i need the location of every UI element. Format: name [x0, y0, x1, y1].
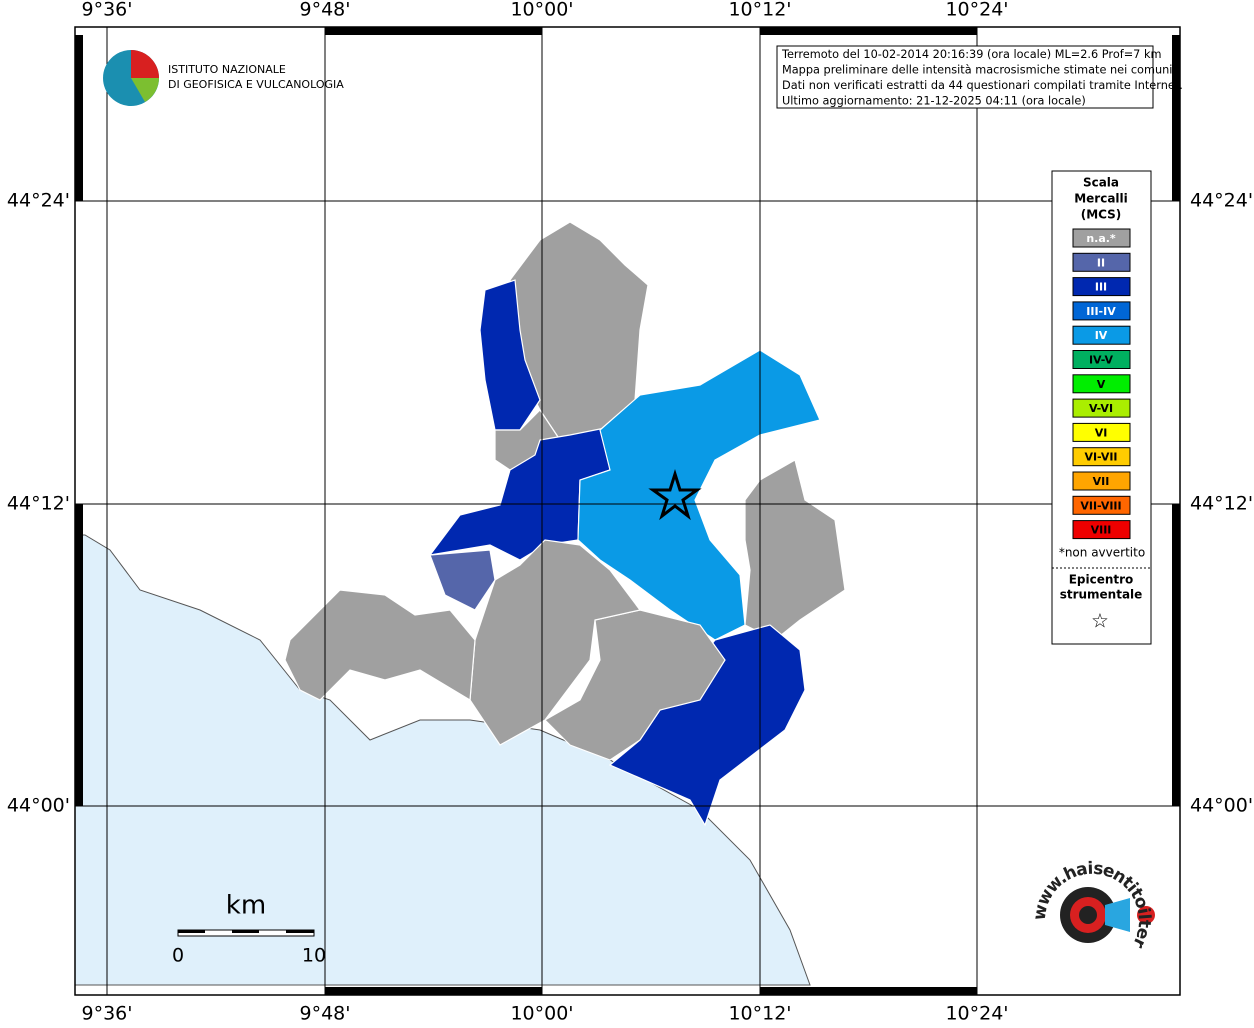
frame [74, 26, 1181, 996]
legend-epicentre: Epicentro [1069, 573, 1134, 587]
lon-label: 10°00' [510, 0, 573, 21]
lat-label: 44°12' [1190, 493, 1253, 515]
lat-label: 44°00' [1190, 795, 1253, 817]
sea [74, 534, 811, 986]
legend-swatch [1072, 228, 1131, 248]
legend-title: Scala [1083, 176, 1119, 190]
legend-label: VI [1095, 426, 1108, 439]
lat-label: 44°12' [7, 493, 70, 515]
legend-swatch [1072, 374, 1131, 394]
legend-swatch [1072, 277, 1131, 297]
logo-text: DI GEOFISICA E VULCANOLOGIA [168, 78, 344, 91]
legend-label: IV [1095, 329, 1108, 342]
info-line: Mappa preliminare delle intensità macros… [782, 64, 1172, 77]
lon-label: 9°36' [82, 1003, 133, 1025]
legend-label: II [1097, 256, 1105, 269]
legend-star: ☆ [1091, 609, 1109, 633]
legend-title: (MCS) [1081, 208, 1122, 222]
info-line: Ultimo aggiornamento: 21-12-2025 04:11 (… [782, 95, 1086, 108]
regions [284, 221, 846, 827]
lon-label: 9°48' [300, 0, 351, 21]
lon-label: 10°24' [945, 1003, 1008, 1025]
scale-unit: km [226, 891, 266, 921]
legend-swatch [1072, 301, 1131, 321]
legend-label: n.a.* [1086, 232, 1116, 245]
legend-label: VI-VII [1084, 451, 1117, 464]
scale-label: 10 [302, 945, 326, 967]
lat-label: 44°00' [7, 795, 70, 817]
logo-text: ISTITUTO NAZIONALE [168, 63, 286, 76]
legend-title: Mercalli [1074, 192, 1128, 206]
legend-label: IV-V [1089, 354, 1114, 367]
legend-label: VIII [1091, 524, 1112, 537]
legend-note: *non avvertito [1059, 546, 1145, 560]
lon-label: 10°12' [728, 0, 791, 21]
legend-swatch [1072, 471, 1131, 491]
legend-swatch [1072, 495, 1131, 515]
legend-swatch [1072, 520, 1131, 540]
scale-bar: km 0 10 [172, 891, 326, 967]
lat-label: 44°24' [1190, 190, 1253, 212]
graticule [75, 27, 1180, 995]
legend-label: VII [1093, 475, 1110, 488]
legend-label: III [1095, 281, 1107, 294]
lon-label: 10°00' [510, 1003, 573, 1025]
legend-swatch [1072, 422, 1131, 442]
info-line: Terremoto del 10-02-2014 20:16:39 (ora l… [781, 48, 1162, 61]
legend-swatch [1072, 252, 1131, 272]
lat-label: 44°24' [7, 190, 70, 212]
info-line: Dati non verificati estratti da 44 quest… [782, 79, 1183, 92]
lon-label: 9°48' [300, 1003, 351, 1025]
legend-epicentre: strumentale [1060, 588, 1143, 602]
legend-swatch [1072, 447, 1131, 467]
legend-label: V-VI [1089, 402, 1113, 415]
lon-label: 10°24' [945, 0, 1008, 21]
legend-swatch [1072, 398, 1131, 418]
legend-swatch [1072, 350, 1131, 369]
legend-label: III-IV [1086, 305, 1116, 318]
lon-label: 9°36' [82, 0, 133, 21]
scale-label: 0 [172, 945, 184, 967]
info-box [776, 45, 1154, 109]
legend-swatch [1072, 325, 1131, 345]
legend-label: VII-VIII [1080, 499, 1121, 512]
lon-label: 10°12' [728, 1003, 791, 1025]
legend-label: V [1097, 378, 1106, 391]
logo-ingv: ISTITUTO NAZIONALE DI GEOFISICA E VULCAN… [103, 50, 344, 106]
epicentre-star [648, 468, 702, 521]
